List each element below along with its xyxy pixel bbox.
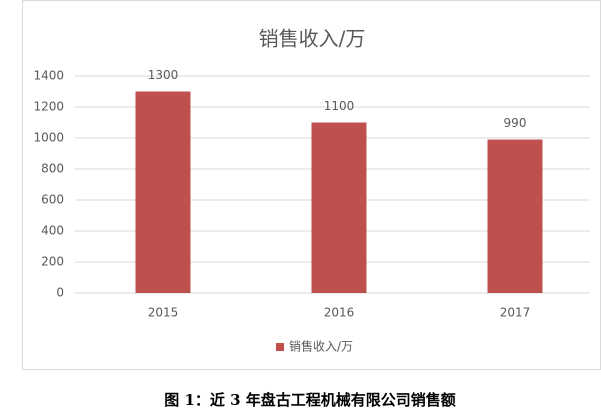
y-tick-label: 600 <box>41 193 64 207</box>
y-tick-label: 800 <box>41 162 64 176</box>
chart-title: 销售收入/万 <box>259 27 366 51</box>
legend-swatch <box>276 343 284 351</box>
y-tick-label: 1400 <box>33 69 64 83</box>
y-tick-label: 1200 <box>33 100 64 114</box>
data-label: 1300 <box>148 68 179 82</box>
legend-label: 销售收入/万 <box>289 339 353 354</box>
data-label: 990 <box>504 116 527 130</box>
caption: 图 1：近 3 年盘古工程机械有限公司销售额 <box>164 391 456 409</box>
x-tick-label: 2015 <box>148 306 179 320</box>
y-tick-label: 200 <box>41 255 64 269</box>
bar <box>135 91 191 293</box>
y-tick-label: 1000 <box>33 131 64 145</box>
y-tick-label: 400 <box>41 224 64 238</box>
y-tick-label: 0 <box>56 286 64 300</box>
x-tick-label: 2017 <box>500 306 531 320</box>
data-label: 1100 <box>324 99 355 113</box>
bar <box>487 139 543 293</box>
x-tick-label: 2016 <box>324 306 355 320</box>
bar <box>311 122 367 293</box>
